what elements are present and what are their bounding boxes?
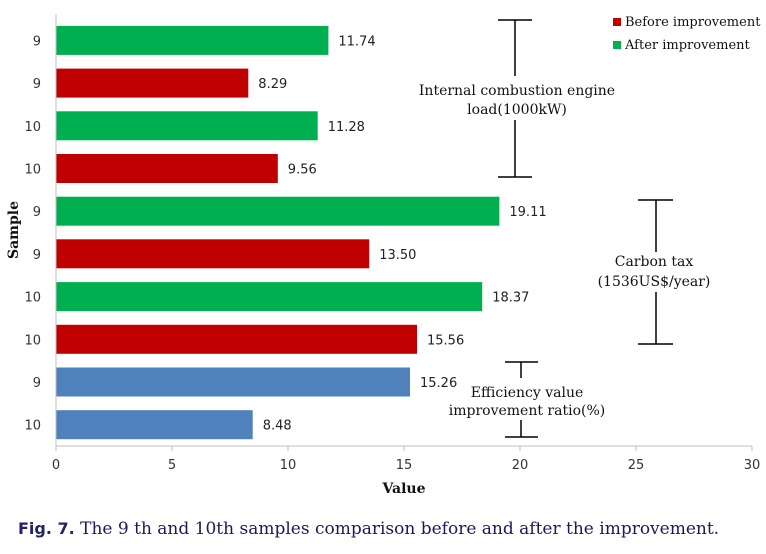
bar-1: [56, 25, 329, 55]
legend-label-before: Before improvement: [625, 15, 761, 30]
y-tick-label-3: 10: [24, 120, 41, 135]
data-label-5: 19.11: [509, 205, 546, 220]
x-axis-title: Value: [381, 481, 425, 497]
legend: Before improvement After improvement: [613, 15, 761, 53]
bar-4: [56, 154, 278, 183]
y-tick-label-5: 9: [33, 205, 41, 220]
x-tick-label-10: 10: [280, 458, 297, 473]
y-tick-label-2: 9: [33, 77, 41, 92]
y-tick-label-10: 10: [24, 419, 41, 434]
y-tick-label-9: 9: [33, 376, 41, 391]
bar-6: [56, 239, 370, 269]
y-tick-label-7: 10: [24, 291, 41, 306]
data-label-3: 11.28: [328, 120, 365, 135]
annotation-efficiency-line2: improvement ratio(%): [449, 403, 605, 419]
chart: 11.74 8.29 11.28 9.56 19.11 13.50 18.37 15.56 15…: [6, 14, 761, 497]
annotation-carbon-tax-line1: Carbon tax: [615, 254, 694, 270]
y-tick-label-8: 10: [24, 333, 41, 348]
data-label-1: 11.74: [338, 34, 375, 49]
legend-swatch-after: [613, 41, 621, 49]
annotation-efficiency: Efficiency value improvement ratio(%): [449, 361, 605, 438]
x-tick-label-20: 20: [512, 458, 529, 473]
data-label-4: 9.56: [288, 163, 317, 178]
y-tick-label-1: 9: [33, 34, 41, 49]
y-tick-labels-group: 9 9 10 10 9 9 10 10 9 10: [24, 34, 41, 433]
data-labels-group: 11.74 8.29 11.28 9.56 19.11 13.50 18.37 15.56 15…: [258, 34, 546, 433]
x-tick-group: 0 5 10 15 20 25 30: [52, 446, 760, 473]
y-axis-title: Sample: [6, 201, 22, 259]
x-tick-label-25: 25: [628, 458, 645, 473]
figure-caption-prefix: Fig. 7.: [18, 519, 75, 538]
figure-caption: Fig. 7. The 9 th and 10th samples compar…: [18, 519, 758, 539]
y-tick-label-4: 10: [24, 163, 41, 178]
x-tick-label-15: 15: [396, 458, 413, 473]
y-tick-label-6: 9: [33, 248, 41, 263]
bar-10: [56, 410, 253, 440]
annotation-carbon-tax: Carbon tax (1536US$/year): [598, 199, 711, 345]
legend-label-after: After improvement: [624, 38, 751, 53]
annotation-engine-load-line2: load(1000kW): [467, 102, 567, 118]
data-label-9: 15.26: [420, 376, 457, 391]
bar-5: [56, 196, 500, 226]
data-label-10: 8.48: [263, 419, 292, 434]
bar-3: [56, 111, 318, 141]
bar-2: [56, 68, 249, 98]
data-label-6: 13.50: [379, 248, 416, 263]
annotation-engine-load: Internal combustion engine load(1000kW): [419, 19, 615, 178]
data-label-2: 8.29: [258, 77, 287, 92]
x-tick-label-0: 0: [52, 458, 60, 473]
annotation-carbon-tax-line2: (1536US$/year): [598, 274, 711, 290]
x-tick-label-30: 30: [744, 458, 761, 473]
bar-9: [56, 367, 410, 397]
bars-group: [56, 25, 500, 440]
legend-swatch-before: [613, 18, 621, 26]
x-tick-label-5: 5: [168, 458, 176, 473]
figure-caption-text: The 9 th and 10th samples comparison bef…: [74, 519, 720, 539]
annotation-engine-load-line1: Internal combustion engine: [419, 83, 615, 99]
data-label-8: 15.56: [427, 333, 464, 348]
data-label-7: 18.37: [492, 291, 529, 306]
annotation-efficiency-line1: Efficiency value: [471, 385, 584, 401]
bar-8: [56, 324, 417, 354]
bar-7: [56, 282, 483, 312]
